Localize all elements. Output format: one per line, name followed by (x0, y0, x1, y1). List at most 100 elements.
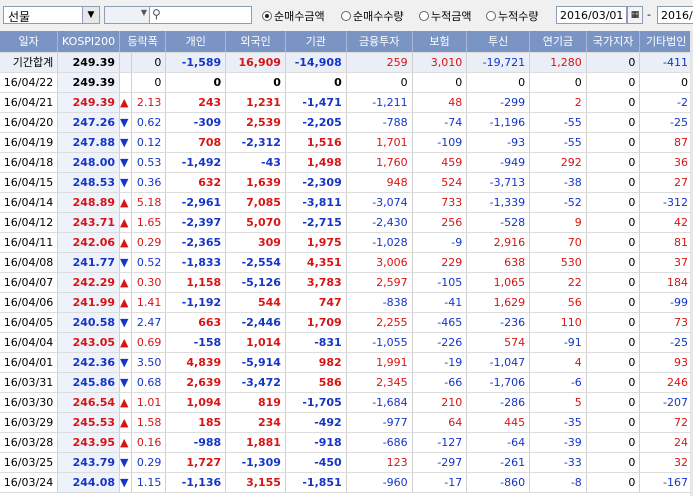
cell-government: 0 (586, 352, 641, 373)
cell-insurance: 256 (412, 212, 468, 233)
cell-pension: 530 (529, 252, 587, 273)
table-row[interactable]: 16/04/05 240.58 ▼ 2.47 663 -2,446 1,709 2,255 -4… (0, 312, 693, 333)
col-header-insurance[interactable]: 보험 (412, 31, 468, 53)
cell-date: 16/04/19 (0, 132, 59, 153)
cell-individual: -1,492 (165, 152, 227, 173)
cell-trust: -860 (466, 472, 531, 493)
cell-trust: -1,339 (466, 192, 531, 213)
cell-pension: 0 (529, 72, 587, 93)
col-header-other-corp[interactable]: 기타법인 (639, 31, 693, 53)
cell-financial-invest: -2,430 (346, 212, 413, 233)
table-row[interactable]: 기간합계 249.39 0 -1,589 16,909 -14,908 259 3,010 -1… (0, 52, 693, 73)
cell-other-corp: 42 (639, 212, 693, 233)
table-row[interactable]: 16/03/30 246.54 ▲ 1.01 1,094 819 -1,705 -1,684 2… (0, 392, 693, 413)
up-arrow-icon: ▲ (119, 432, 133, 453)
col-header-date[interactable]: 일자 (0, 31, 59, 53)
table-row[interactable]: 16/04/20 247.26 ▼ 0.62 -309 2,539 -2,205 -788 -7… (0, 112, 693, 133)
no-change-icon (119, 72, 133, 93)
cell-insurance: -17 (412, 472, 468, 493)
cell-financial-invest: -1,684 (346, 392, 413, 413)
table-row[interactable]: 16/04/11 242.06 ▲ 0.29 -2,365 309 1,975 -1,028-… (0, 232, 693, 253)
cell-financial-invest: -788 (346, 112, 413, 133)
table-row[interactable]: 16/04/14 248.89 ▲ 5.18 -2,961 7,085 -3,811 -3,0… (0, 192, 693, 213)
radio-cum-quantity[interactable]: 누적수량 (486, 8, 538, 24)
col-header-trust[interactable]: 투신 (466, 31, 531, 53)
cell-other-corp: -25 (639, 112, 693, 133)
cell-institution: 982 (285, 352, 347, 373)
table-row[interactable]: 16/04/19 247.88 ▼ 0.12 708 -2,312 1,516 1,701 -1… (0, 132, 693, 153)
cell-pension: -6 (529, 372, 587, 393)
cell-financial-invest: 1,991 (346, 352, 413, 373)
cell-financial-invest: 0 (346, 72, 413, 93)
table-row[interactable]: 16/04/22 249.39 0 0 0 0 0 0 0 0 0 0 (0, 72, 693, 93)
col-header-foreign[interactable]: 외국인 (225, 31, 286, 53)
col-header-change[interactable]: 등락폭 (119, 31, 167, 53)
col-header-financial-invest[interactable]: 금융투자 (346, 31, 413, 53)
cell-financial-invest: -838 (346, 292, 413, 313)
up-arrow-icon: ▲ (119, 192, 133, 213)
code-search-field[interactable]: ▼ ⚲ (104, 6, 252, 24)
cell-financial-invest: -3,074 (346, 192, 413, 213)
down-arrow-icon: ▼ (119, 472, 133, 493)
cell-date: 기간합계 (0, 52, 59, 73)
search-dropdown[interactable]: ▼ (105, 7, 150, 23)
cell-date: 16/04/14 (0, 192, 59, 213)
table-row[interactable]: 16/04/04 243.05 ▲ 0.69 -158 1,014 -831 -1,055 -2… (0, 332, 693, 353)
table-row[interactable]: 16/04/15 248.53 ▼ 0.36 632 1,639 -2,309 948 524-… (0, 172, 693, 193)
cell-financial-invest: -960 (346, 472, 413, 493)
cell-date: 16/04/07 (0, 272, 59, 293)
cell-date: 16/03/28 (0, 432, 59, 453)
search-icon[interactable]: ⚲ (152, 7, 161, 21)
cell-pension: 9 (529, 212, 587, 233)
cell-individual: 0 (165, 72, 227, 93)
radio-net-quantity[interactable]: 순매수수량 (341, 8, 404, 24)
cell-individual: 708 (165, 132, 227, 153)
cell-foreign: 2,539 (225, 112, 286, 133)
vertical-scrollbar[interactable] (690, 31, 693, 496)
cell-government: 0 (586, 112, 641, 133)
cell-trust: 574 (466, 332, 531, 353)
cell-individual: 632 (165, 172, 227, 193)
table-row[interactable]: 16/04/21 249.39 ▲ 2.13 243 1,231 -1,471 -1,211 4… (0, 92, 693, 113)
table-row[interactable]: 16/04/06 241.99 ▲ 1.41 -1,192 544 747 -838 -41 1,… (0, 292, 693, 313)
date-from-field[interactable]: 2016/03/01 (556, 6, 627, 24)
col-header-kospi200[interactable]: KOSPI200 (57, 31, 121, 53)
col-header-individual[interactable]: 개인 (165, 31, 227, 53)
radio-net-amount[interactable]: 순매수금액 (262, 8, 325, 24)
table-row[interactable]: 16/04/07 242.29 ▲ 0.30 1,158 -5,126 3,783 2,597… (0, 272, 693, 293)
cell-foreign: 16,909 (225, 52, 286, 73)
table-row[interactable]: 16/04/01 242.36 ▼ 3.50 4,839 -5,914 982 1,991 -1… (0, 352, 693, 373)
cell-pension: 56 (529, 292, 587, 313)
chevron-down-icon[interactable]: ▼ (82, 7, 99, 23)
table-row[interactable]: 16/04/08 241.77 ▼ 0.52 -1,833 -2,554 4,351 3,00… (0, 252, 693, 273)
cell-other-corp: 184 (639, 272, 693, 293)
date-to-field[interactable]: 2016/ (657, 6, 693, 24)
table-row[interactable]: 16/03/25 243.79 ▼ 0.29 1,727 -1,309 -450 123 -29… (0, 452, 693, 473)
table-row[interactable]: 16/03/24 244.08 ▼ 1.15 -1,136 3,155 -1,851 -960… (0, 472, 693, 493)
cell-other-corp: 24 (639, 432, 693, 453)
cell-government: 0 (586, 212, 641, 233)
table-row[interactable]: 16/03/28 243.95 ▲ 0.16 -988 1,881 -918 -686 -127… (0, 432, 693, 453)
cell-financial-invest: -977 (346, 412, 413, 433)
cell-insurance: 48 (412, 92, 468, 113)
calendar-icon[interactable]: ▦ (627, 6, 643, 24)
col-header-pension[interactable]: 연기금 (529, 31, 587, 53)
cell-kospi200: 244.08 (57, 472, 121, 493)
cell-trust: 638 (466, 252, 531, 273)
cell-trust: -3,713 (466, 172, 531, 193)
table-row[interactable]: 16/04/18 248.00 ▼ 0.53 -1,492 -43 1,498 1,760 45… (0, 152, 693, 173)
date-to-value: 2016/ (661, 9, 693, 22)
table-body: 기간합계 249.39 0 -1,589 16,909 -14,908 259 3,010 -1… (0, 52, 693, 493)
cell-trust: 445 (466, 412, 531, 433)
radio-cum-amount[interactable]: 누적금액 (419, 8, 471, 24)
table-row[interactable]: 16/03/29 245.53 ▲ 1.58 185 234 -492 -977 64 445 -3… (0, 412, 693, 433)
up-arrow-icon: ▲ (119, 412, 133, 433)
col-header-government[interactable]: 국가지자 (586, 31, 641, 53)
col-header-institution[interactable]: 기관 (285, 31, 347, 53)
market-select[interactable]: 선물 ▼ (3, 6, 100, 24)
cell-pension: -38 (529, 172, 587, 193)
cell-pension: -39 (529, 432, 587, 453)
cell-individual: 1,727 (165, 452, 227, 473)
table-row[interactable]: 16/03/31 245.86 ▼ 0.68 2,639 -3,472 586 2,345 -6… (0, 372, 693, 393)
table-row[interactable]: 16/04/12 243.71 ▲ 1.65 -2,397 5,070 -2,715 -2,4… (0, 212, 693, 233)
